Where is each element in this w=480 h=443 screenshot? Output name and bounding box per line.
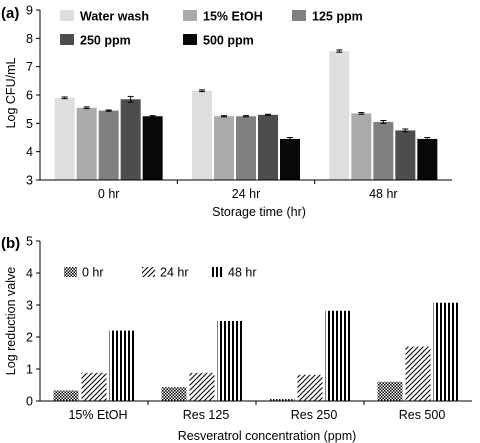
bar-125-ppm-24-hr <box>236 116 256 180</box>
bar-0-hr-res-250 <box>269 399 295 401</box>
panel-a-chart: (a) Water wash 15% EtOH 125 ppm 250 ppm 500 … <box>1 4 452 219</box>
legend-label-0-hr: 0 hr <box>82 266 104 280</box>
bar-24-hr-res-125 <box>189 372 215 401</box>
bar-500-ppm-0-hr <box>142 116 163 180</box>
bar-48-hr-res-125 <box>217 321 243 401</box>
panel-a-label: (a) <box>1 5 19 22</box>
panel-b-axes: 15% EtOH Res 125 Res 250 Res 500 0 1 2 3 4 5 <box>26 235 472 422</box>
bar-24-hr-15-etoh <box>81 372 107 401</box>
panel-a-y-tick-label-4: 4 <box>26 145 33 159</box>
panel-a-y-tick-label-7: 7 <box>26 60 33 74</box>
panel-b-legend: 0 hr 24 hr 48 hr <box>64 266 257 280</box>
panel-a-y-axis-title: Log CFU/mL <box>4 58 18 129</box>
bar-24-hr-res-250 <box>297 374 323 401</box>
panel-a-legend: Water wash 15% EtOH 125 ppm 250 ppm 500 ppm <box>60 10 363 48</box>
bar-15-etoh-24-hr <box>214 116 234 180</box>
bar-15-etoh-0-hr <box>76 107 97 180</box>
x-tick-label-res-125: Res 125 <box>183 408 230 422</box>
bar-48-hr-15-etoh <box>109 330 135 401</box>
legend-swatch-0-hr <box>64 267 77 277</box>
legend-swatch-250-ppm <box>60 34 74 45</box>
legend-swatch-water-wash <box>60 10 74 21</box>
panel-b-y-tick-label-4: 4 <box>26 267 33 281</box>
panel-a-bars <box>54 49 438 181</box>
x-tick-label-24-hr: 24 hr <box>232 187 261 201</box>
bar-250-ppm-0-hr <box>120 99 141 180</box>
legend-swatch-125-ppm <box>292 10 306 21</box>
panel-b-y-tick-label-0: 0 <box>26 395 33 409</box>
legend-label-24-hr: 24 hr <box>160 266 189 280</box>
x-tick-label-15-etoh: 15% EtOH <box>68 408 127 422</box>
legend-swatch-15-etoh <box>183 10 197 21</box>
bar-48-hr-res-250 <box>325 310 351 401</box>
legend-label-water-wash: Water wash <box>80 10 149 24</box>
legend-swatch-500-ppm <box>183 34 197 45</box>
panel-a-y-tick-label-3: 3 <box>26 174 33 188</box>
x-tick-label-res-500: Res 500 <box>399 408 446 422</box>
x-tick-label-0-hr: 0 hr <box>98 187 120 201</box>
panel-b-y-tick-label-1: 1 <box>26 363 33 377</box>
panel-b-chart: (b) 0 hr 24 hr 48 hr 15% EtOH Res 125 Res 25… <box>1 235 472 443</box>
panel-b-y-tick-label-5: 5 <box>26 235 33 249</box>
bar-125-ppm-0-hr <box>98 110 119 180</box>
bar-0-hr-res-125 <box>161 387 187 401</box>
panel-a-y-tick-label-9: 9 <box>26 4 33 18</box>
panel-a-y-tick-label-5: 5 <box>26 117 33 131</box>
panel-b-bars <box>53 302 459 401</box>
panel-a-y-tick-label-6: 6 <box>26 89 33 103</box>
panel-a-x-axis-title: Storage time (hr) <box>212 205 306 219</box>
bar-500-ppm-48-hr <box>417 138 438 180</box>
bar-water-wash-48-hr <box>329 51 350 181</box>
panel-a-axes: 0 hr 24 hr 48 hr 3 4 5 6 7 8 9 <box>26 4 452 201</box>
bar-water-wash-0-hr <box>54 97 75 180</box>
panel-b-y-tick-label-2: 2 <box>26 331 33 345</box>
legend-label-125-ppm: 125 ppm <box>312 10 363 24</box>
bar-0-hr-res-500 <box>377 381 403 401</box>
panel-b-x-axis-title: Resveratrol concentration (ppm) <box>178 429 357 443</box>
bar-500-ppm-24-hr <box>280 138 300 180</box>
bar-24-hr-res-500 <box>405 346 431 401</box>
bar-0-hr-15-etoh <box>53 390 79 401</box>
legend-label-500-ppm: 500 ppm <box>203 34 254 48</box>
legend-label-48-hr: 48 hr <box>228 266 257 280</box>
bar-15-etoh-48-hr <box>351 113 372 180</box>
legend-label-250-ppm: 250 ppm <box>80 34 131 48</box>
legend-label-15-etoh: 15% EtOH <box>203 10 263 24</box>
bar-48-hr-res-500 <box>433 302 459 401</box>
legend-swatch-24-hr <box>142 267 155 277</box>
panel-b-y-axis-title: Log reduction valve <box>4 267 18 375</box>
bar-125-ppm-48-hr <box>373 121 394 180</box>
bar-250-ppm-24-hr <box>258 114 278 180</box>
panel-b-label: (b) <box>1 235 20 252</box>
x-tick-label-res-250: Res 250 <box>291 408 338 422</box>
bar-250-ppm-48-hr <box>395 130 416 180</box>
legend-swatch-48-hr <box>210 267 223 277</box>
panel-b-y-tick-label-3: 3 <box>26 299 33 313</box>
bar-water-wash-24-hr <box>192 90 212 180</box>
x-tick-label-48-hr: 48 hr <box>369 187 398 201</box>
panel-a-y-tick-label-8: 8 <box>26 32 33 46</box>
